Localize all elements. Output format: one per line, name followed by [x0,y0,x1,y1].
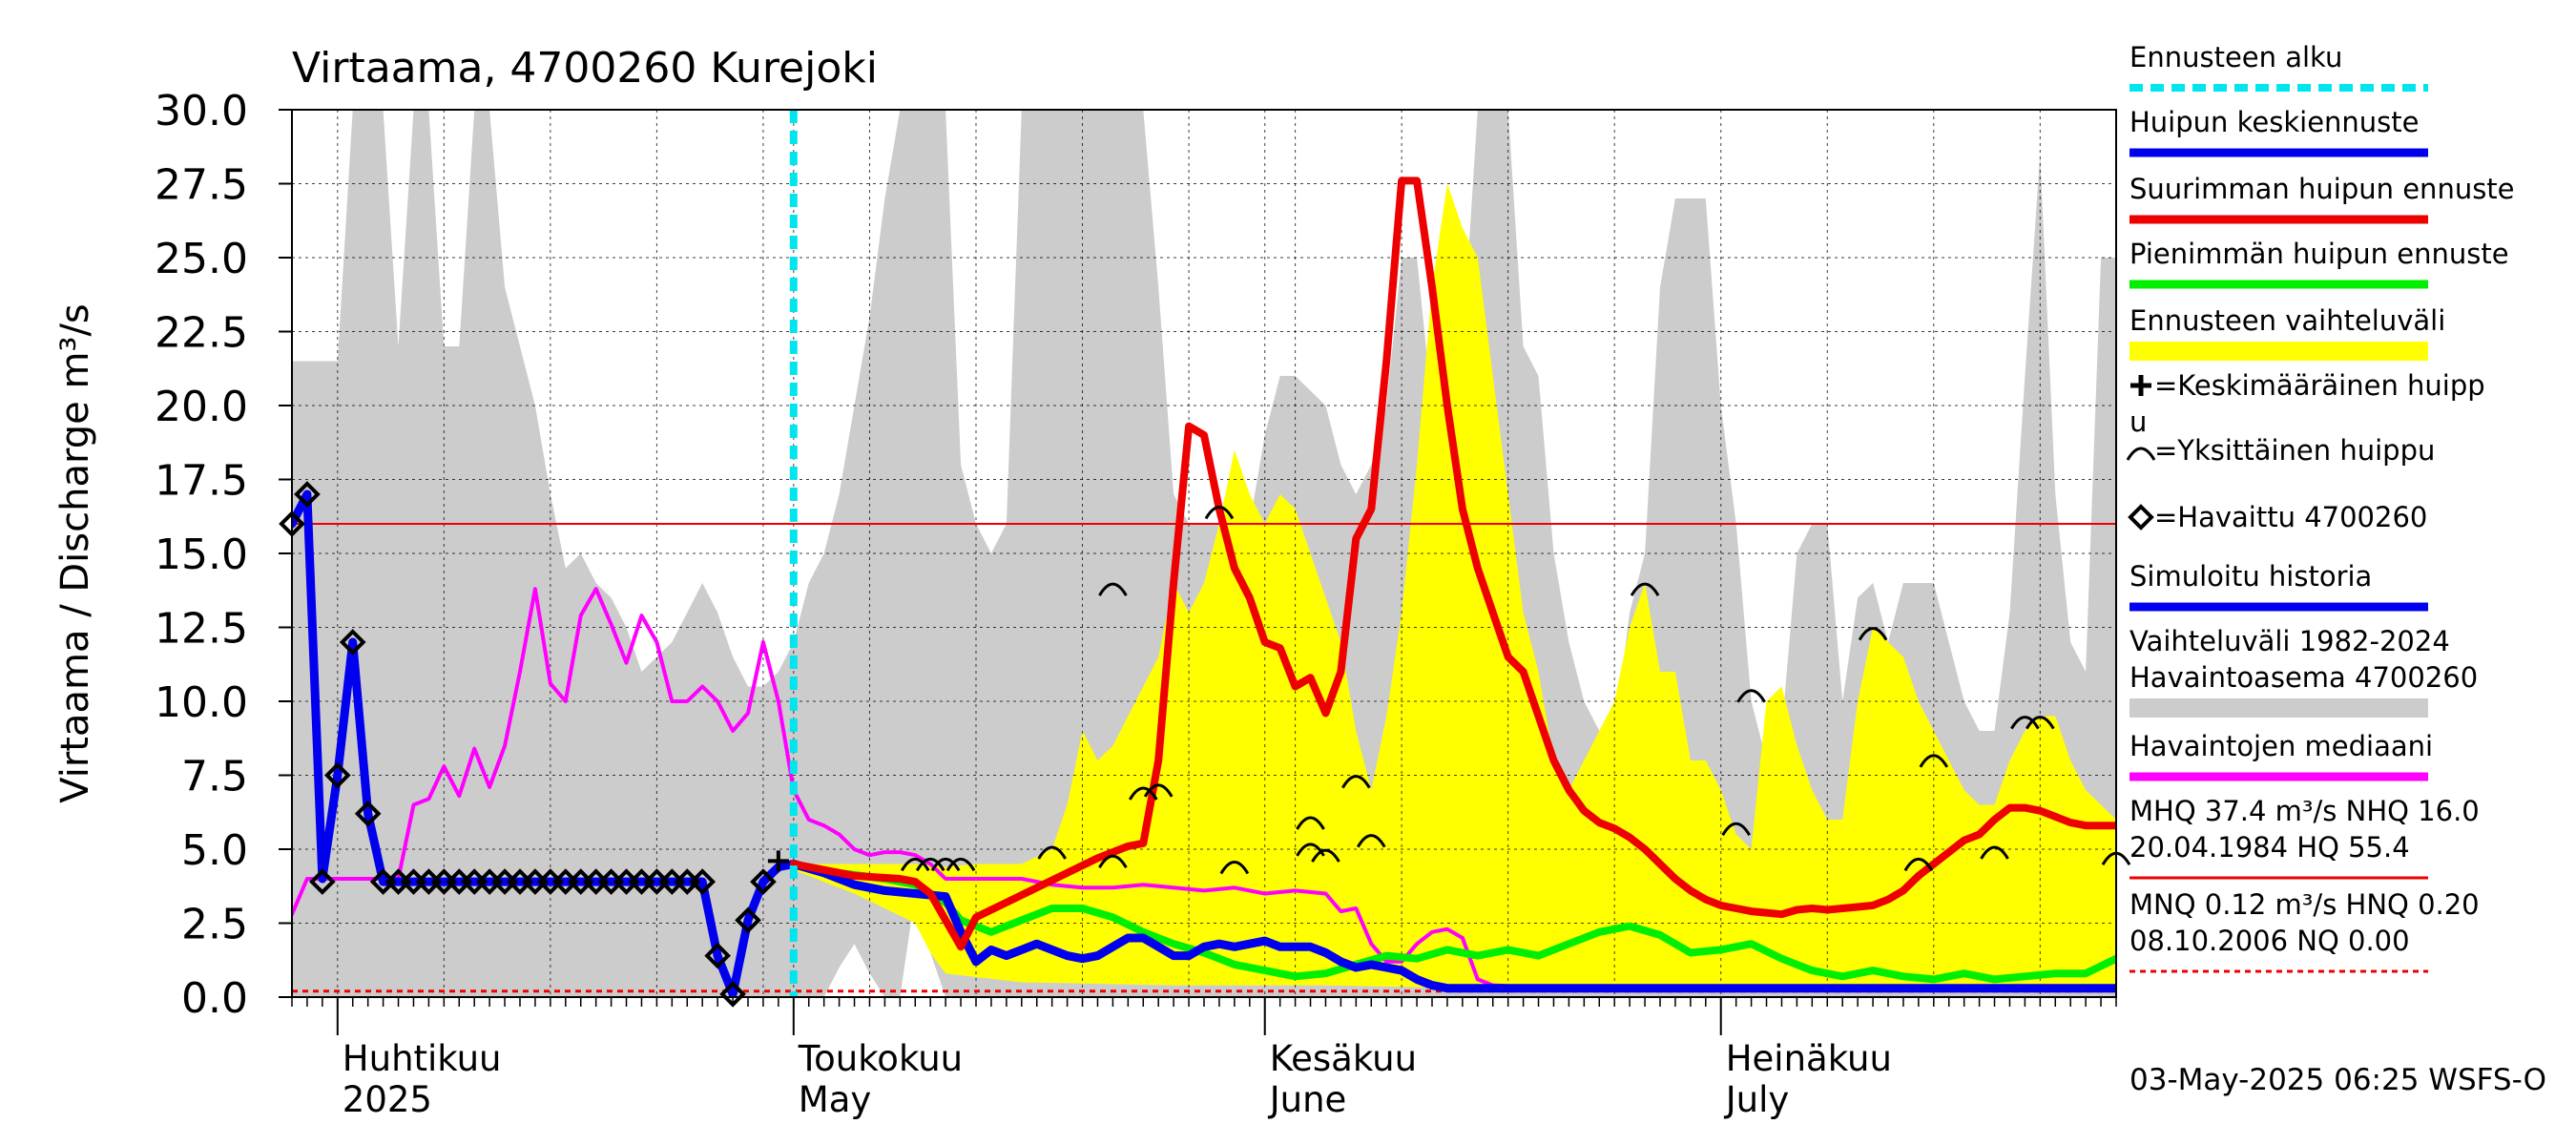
observation-diamond [309,868,336,895]
largest-peak-forecast-line [789,177,2116,951]
forecast-range-band [793,183,2116,989]
month-label-fi: Toukokuu [798,1038,963,1079]
legend-label: 08.10.2006 NQ 0.00 [2129,925,2410,957]
y-tick-label: 20.0 [155,383,248,431]
y-tick-label: 30.0 [155,87,248,135]
individual-peak-marker [2010,716,2040,730]
y-tick-label: 25.0 [155,235,248,283]
plus-icon [2130,375,2151,396]
y-tick-label: 7.5 [181,753,248,802]
legend-label: =Havaittu 4700260 [2154,501,2427,533]
diamond-icon [2128,504,2154,531]
y-tick-label: 0.0 [181,974,248,1023]
individual-peak-marker [2025,716,2055,730]
legend-label: =Keskimääräinen huipp [2154,369,2485,402]
individual-peak-marker [1919,754,1949,768]
y-tick-label: 17.5 [155,457,248,506]
observation-diamond [323,761,351,789]
smallest-peak-forecast-line [789,860,2116,984]
individual-peak-marker [1721,822,1751,836]
legend-label: Havaintojen mediaani [2129,730,2433,762]
observation-diamond [750,868,777,895]
individual-peak-marker [1128,786,1158,801]
legend-label: Suurimman huipun ennuste [2129,173,2515,205]
legend-swatch [2129,698,2428,718]
legend-label: Simuloitu historia [2129,560,2372,593]
observation-diamond [354,800,382,827]
y-tick-label: 5.0 [181,826,248,875]
observation-diamond [294,481,321,508]
legend-label: 20.04.1984 HQ 55.4 [2129,831,2410,864]
observation-diamond [689,868,717,895]
individual-peak-marker [1341,775,1371,789]
individual-peak-marker [1204,506,1235,520]
individual-peak-marker [1858,627,1888,641]
month-label-fi: Kesäkuu [1270,1038,1417,1079]
individual-peak-marker [1356,834,1386,848]
footer-timestamp: 03-May-2025 06:25 WSFS-O [2129,1063,2546,1097]
individual-peak-marker [1219,861,1250,875]
y-tick-label: 27.5 [155,161,248,210]
individual-peak-marker [1037,845,1067,860]
month-label-en: June [1268,1079,1347,1120]
month-label-en: 2025 [343,1079,432,1120]
y-tick-label: 12.5 [155,605,248,654]
individual-peak-marker [930,857,961,872]
y-tick-label: 2.5 [181,901,248,949]
legend-label: MHQ 37.4 m³/s NHQ 16.0 [2129,795,2480,827]
individual-peak-marker [1296,816,1325,830]
individual-peak-marker [1098,854,1128,869]
legend-label: Havaintoasema 4700260 [2129,661,2478,694]
legend: Ennusteen alku Huipun keskiennuste Suurimm… [2126,41,2515,973]
individual-peak-marker [945,857,976,872]
legend-label: Vaihteluväli 1982-2024 [2129,625,2450,657]
observed-median-line [292,587,2116,990]
y-tick-label: 10.0 [155,678,248,727]
legend-label: Pienimmän huipun ennuste [2129,238,2509,270]
mean-peak-marker [767,850,789,872]
month-label-en: July [1724,1079,1790,1120]
y-tick-label: 15.0 [155,531,248,579]
legend-label: Ennusteen alku [2129,41,2342,73]
individual-peak-marker [1903,857,1934,872]
arc-icon [2126,447,2156,461]
y-tick-label: 22.5 [155,309,248,358]
individual-peak-marker [900,857,930,872]
legend-swatch [2129,342,2428,361]
legend-label: MNQ 0.12 m³/s HNQ 0.20 [2129,888,2480,921]
month-label-fi: Heinäkuu [1726,1038,1892,1079]
observation-diamond [735,906,761,934]
legend-label: =Yksittäinen huippu [2154,434,2435,467]
individual-peak-marker [915,857,945,872]
month-label-fi: Huhtikuu [343,1038,502,1079]
chart-title: Virtaama, 4700260 Kurejoki [292,44,878,93]
individual-peak-marker [1098,582,1128,596]
individual-peak-marker [1736,689,1766,703]
month-label-en: May [799,1079,872,1120]
y-axis-label: Virtaama / Discharge m³/s [53,303,97,803]
legend-label: u [2129,406,2147,438]
individual-peak-marker [1980,845,2009,860]
individual-peak-marker [1311,848,1340,863]
legend-label: Huipun keskiennuste [2129,106,2420,138]
observation-diamond [339,629,366,656]
individual-peak-marker [1630,582,1660,596]
individual-peak-marker [1143,783,1174,798]
legend-label: Ennusteen vaihteluväli [2129,304,2445,337]
observation-diamond [704,942,731,969]
